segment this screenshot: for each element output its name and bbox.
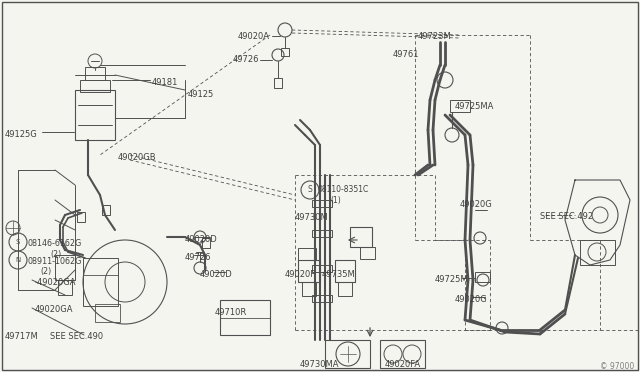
Text: S: S: [308, 186, 312, 195]
Bar: [220, 300, 270, 335]
Bar: [85, 67, 105, 80]
Bar: [202, 238, 210, 248]
Bar: [102, 205, 110, 215]
Text: 49730MA: 49730MA: [300, 360, 339, 369]
Text: 49725MA: 49725MA: [455, 102, 494, 111]
Bar: [312, 295, 332, 302]
Bar: [580, 240, 615, 265]
Bar: [312, 230, 332, 237]
Text: (1): (1): [330, 196, 340, 205]
Bar: [298, 260, 320, 282]
Bar: [298, 248, 316, 260]
Text: 49020G: 49020G: [460, 200, 493, 209]
Text: 49726: 49726: [185, 253, 211, 262]
Text: 49020D: 49020D: [185, 235, 218, 244]
Bar: [325, 340, 370, 368]
Text: 49020D: 49020D: [200, 270, 233, 279]
Bar: [77, 212, 85, 222]
Text: 49020F: 49020F: [285, 270, 316, 279]
Text: 49020GA: 49020GA: [35, 305, 74, 314]
Text: 08911-1062G: 08911-1062G: [28, 257, 83, 266]
Bar: [55, 255, 75, 280]
Text: 49725M: 49725M: [435, 275, 468, 284]
Text: 08110-8351C: 08110-8351C: [318, 185, 369, 194]
Bar: [80, 80, 110, 92]
Bar: [75, 90, 115, 140]
Text: 49726: 49726: [233, 55, 259, 64]
Text: N: N: [15, 257, 20, 263]
Bar: [360, 247, 375, 259]
Text: 49723M: 49723M: [418, 32, 452, 41]
Text: © 97000: © 97000: [600, 362, 634, 371]
Text: S: S: [16, 239, 20, 245]
Bar: [338, 282, 352, 296]
Bar: [312, 265, 332, 272]
Text: 49125G: 49125G: [5, 130, 38, 139]
Text: 49020GB: 49020GB: [118, 153, 157, 162]
Text: 49125: 49125: [188, 90, 214, 99]
Text: 08146-6162G: 08146-6162G: [28, 239, 83, 248]
Bar: [475, 272, 490, 282]
Text: 49761: 49761: [393, 50, 419, 59]
Bar: [335, 260, 355, 282]
Bar: [302, 282, 316, 296]
Text: -49020GA: -49020GA: [35, 278, 77, 287]
Bar: [312, 200, 332, 207]
Text: 49735M: 49735M: [322, 270, 356, 279]
Bar: [95, 304, 120, 322]
Text: 49020FA: 49020FA: [385, 360, 421, 369]
Text: SEE SEC.490: SEE SEC.490: [50, 332, 103, 341]
Text: 49717M: 49717M: [5, 332, 39, 341]
Text: (2): (2): [50, 250, 61, 259]
Bar: [83, 258, 118, 306]
Text: 49020A: 49020A: [238, 32, 270, 41]
Text: 49730M: 49730M: [295, 213, 329, 222]
Text: SEE SEC.492: SEE SEC.492: [540, 212, 593, 221]
Bar: [380, 340, 425, 368]
Bar: [350, 227, 372, 247]
Text: (2): (2): [40, 267, 51, 276]
Bar: [450, 100, 470, 112]
Text: 49181: 49181: [152, 78, 179, 87]
Bar: [274, 78, 282, 88]
Text: 49710R: 49710R: [215, 308, 247, 317]
Bar: [58, 280, 72, 295]
Text: 49020G: 49020G: [455, 295, 488, 304]
Bar: [281, 48, 289, 56]
